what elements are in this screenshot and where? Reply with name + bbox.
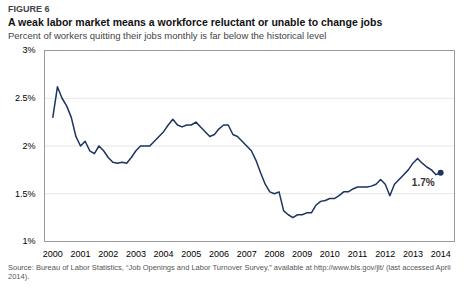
html-text:FIGURE 6: FIGURE 6 (8, 4, 50, 14)
svg-text:2013: 2013 (403, 249, 423, 259)
svg-text:2010: 2010 (320, 249, 340, 259)
html-text:Percent of workers quitting th: Percent of workers quitting their jobs m… (8, 30, 327, 41)
svg-text:2008: 2008 (264, 249, 284, 259)
svg-text:1.5%: 1.5% (15, 189, 36, 199)
html-text:Source: Bureau of Labor Statis: Source: Bureau of Labor Statistics, “Job… (8, 263, 451, 281)
html-text:A weak labor market means a wo: A weak labor market means a workforce re… (8, 16, 383, 28)
svg-text:2006: 2006 (209, 249, 229, 259)
svg-text:2011: 2011 (348, 249, 367, 259)
svg-text:2001: 2001 (70, 249, 90, 259)
svg-text:2002: 2002 (98, 249, 118, 259)
svg-text:1%: 1% (22, 236, 35, 246)
svg-text:2000: 2000 (43, 249, 63, 259)
svg-text:2003: 2003 (126, 249, 146, 259)
svg-text:3%: 3% (22, 45, 35, 55)
svg-text:2.5%: 2.5% (15, 93, 36, 103)
svg-text:2009: 2009 (292, 249, 312, 259)
svg-text:2005: 2005 (181, 249, 201, 259)
svg-text:1.7%: 1.7% (412, 177, 435, 188)
svg-text:2004: 2004 (154, 249, 174, 259)
svg-text:2012: 2012 (375, 249, 395, 259)
svg-text:2%: 2% (22, 141, 35, 151)
svg-text:2007: 2007 (237, 249, 257, 259)
svg-text:2014: 2014 (431, 249, 451, 259)
